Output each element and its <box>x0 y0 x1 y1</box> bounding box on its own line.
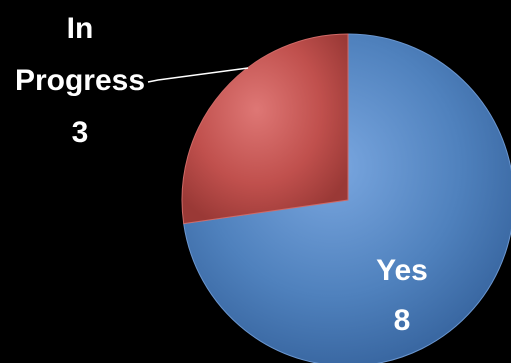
pie-slice-yes <box>183 33 511 363</box>
pie-slice-in-progress <box>181 33 349 225</box>
data-label-yes-category: Yes <box>376 254 428 287</box>
leader-line-in-progress <box>147 67 249 83</box>
data-label-yes-value: 8 <box>394 304 411 337</box>
data-label-in-progress-line-2: Progress <box>15 64 145 97</box>
data-label-in-progress-value: 3 <box>72 116 89 149</box>
data-label-in-progress-line-1: In <box>67 12 94 45</box>
